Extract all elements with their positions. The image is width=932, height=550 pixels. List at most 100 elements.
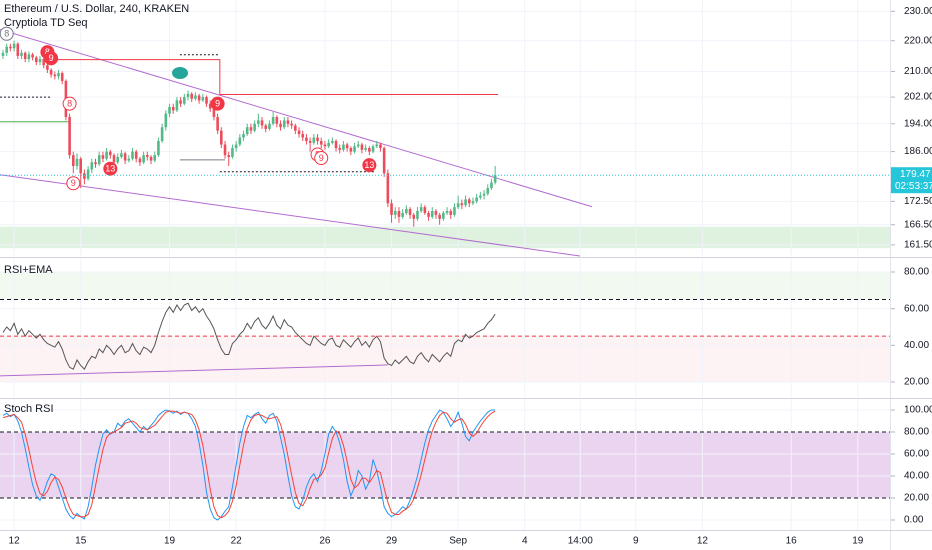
td-count: 13: [364, 160, 374, 170]
y-tick-label: 20.00: [904, 377, 929, 388]
candle-body: [430, 210, 434, 217]
candle-body: [464, 199, 467, 206]
series-line: [2, 410, 496, 519]
band: [0, 336, 890, 382]
candle-body: [49, 69, 53, 75]
y-tick-label: 0.00: [904, 515, 924, 526]
candle-body: [186, 93, 190, 98]
y-tick-label: 194.00: [904, 118, 932, 129]
y-tick-label: 220.00: [904, 35, 932, 46]
candle-body: [349, 148, 353, 152]
candle-body: [397, 210, 401, 217]
candle-body: [142, 155, 145, 163]
candle-body: [160, 127, 164, 142]
candle-body: [275, 117, 279, 124]
candle-body: [301, 134, 305, 138]
candle-body: [116, 156, 120, 163]
x-tick-label: 26: [319, 536, 331, 547]
candle-body: [27, 54, 31, 59]
candle-body: [312, 137, 316, 143]
candle-body: [356, 144, 360, 147]
band: [0, 272, 890, 300]
candle-body: [438, 214, 441, 219]
candle-body: [467, 199, 471, 204]
y-tick-label: 80.00: [904, 427, 929, 438]
candle-body: [197, 95, 201, 101]
candle-body: [368, 148, 371, 152]
x-tick-label: 14:00: [568, 536, 593, 547]
candle-body: [146, 155, 149, 157]
candle-body: [105, 151, 108, 159]
candle-body: [12, 43, 16, 49]
candle-body: [382, 148, 386, 174]
candle-body: [164, 113, 168, 128]
candle-body: [316, 137, 319, 142]
candle-body: [183, 97, 186, 104]
candle-body: [279, 123, 282, 128]
td-marker: [362, 158, 377, 173]
candle-body: [23, 52, 27, 59]
candle-body: [475, 197, 478, 202]
candle-body: [46, 65, 49, 70]
y-tick-label: 161.50: [904, 240, 932, 251]
y-tick-label: 172.50: [904, 196, 932, 207]
pane-title: Stoch RSI: [4, 403, 54, 415]
candle-body: [157, 141, 160, 156]
x-tick-label: 12: [697, 536, 709, 547]
candle-body: [423, 207, 427, 213]
candle-body: [238, 137, 242, 145]
candle-body: [419, 207, 423, 211]
pane-title: RSI+EMA: [4, 264, 53, 276]
candle-body: [408, 209, 412, 215]
candle-body: [371, 146, 375, 152]
candle-body: [57, 73, 60, 77]
candle-body: [456, 203, 460, 208]
candle-body: [90, 162, 94, 170]
td-count: 9: [215, 99, 220, 109]
candle-body: [353, 146, 356, 152]
td-count: 8: [45, 47, 50, 57]
td-marker: [103, 161, 118, 176]
candle-body: [308, 141, 312, 143]
td-marker: [210, 96, 225, 111]
td-count: 9: [49, 53, 54, 63]
x-tick-label: 12: [9, 536, 21, 547]
countdown-label: 02:53:37: [895, 181, 932, 192]
x-tick-label: 29: [386, 536, 398, 547]
candle-body: [216, 117, 219, 131]
candle-body: [208, 103, 212, 109]
candle-body: [449, 210, 453, 215]
y-tick-label: 166.50: [904, 219, 932, 230]
candle-body: [471, 201, 475, 204]
candle-body: [319, 141, 323, 145]
candle-body: [242, 134, 245, 138]
y-tick-label: 230.00: [904, 6, 932, 17]
candle-body: [5, 46, 8, 53]
drawn-line: [0, 364, 388, 377]
candle-body: [120, 153, 123, 157]
y-tick-label: 100.00: [904, 405, 932, 416]
td-count: 13: [105, 164, 115, 174]
candle-body: [442, 212, 445, 219]
candle-body: [364, 148, 367, 150]
drawn-line: [0, 174, 580, 257]
candle-body: [434, 210, 438, 215]
candle-body: [212, 108, 216, 118]
candle-body: [338, 148, 342, 150]
y-tick-label: 40.00: [904, 340, 929, 351]
candle-body: [101, 155, 105, 159]
candle-body: [42, 58, 46, 66]
candle-body: [31, 54, 34, 58]
candle-body: [386, 173, 390, 204]
candle-body: [460, 203, 464, 206]
indicator-name: Cryptiola TD Seq: [4, 17, 88, 29]
candle-body: [375, 144, 379, 147]
x-tick-label: 22: [231, 536, 243, 547]
candle-body: [490, 182, 493, 189]
candle-body: [345, 144, 349, 149]
candle-body: [286, 120, 290, 124]
td-marker: [62, 96, 77, 111]
candle-body: [138, 158, 142, 163]
candle-body: [334, 141, 338, 149]
candle-body: [360, 144, 364, 150]
